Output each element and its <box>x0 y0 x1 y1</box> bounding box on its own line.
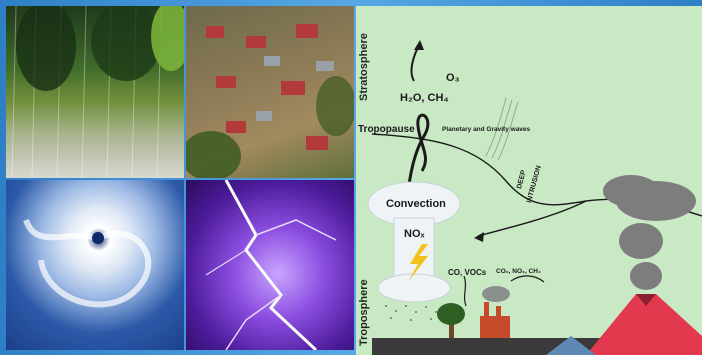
rain-dots-icon <box>385 305 437 321</box>
tree-icon <box>437 303 465 325</box>
atmosphere-diagram: Stratosphere Troposphere Tropopause O₃ H… <box>356 6 702 355</box>
deep-intrusion-arrow-icon <box>477 200 587 237</box>
lightning-photo <box>186 180 354 350</box>
ash-plume-icon <box>603 175 696 290</box>
stratosphere-label: Stratosphere <box>358 33 370 101</box>
diagram-graphics <box>367 40 702 355</box>
factory-icon <box>480 286 510 338</box>
tropopause-label: Tropopause <box>358 124 415 135</box>
volcano-icon <box>586 294 702 355</box>
flooded-houses-icon <box>186 24 354 178</box>
nox-label: NOₓ <box>404 228 425 240</box>
o3-label: O₃ <box>446 72 460 84</box>
rain-forest-photo <box>6 6 184 178</box>
co-vocs-label: CO, VOCs <box>448 268 487 277</box>
gravity-waves-icon <box>485 97 519 161</box>
co2-no2-ch4-label: CO₂, NO₂, CH₄ <box>496 268 541 275</box>
h2o-ch4-label: H₂O, CH₄ <box>400 92 449 104</box>
cyclone-icon <box>23 218 152 308</box>
rain-streaks-icon <box>11 6 184 178</box>
lightning-symbol-icon <box>408 244 428 282</box>
lightning-bolt-icon <box>205 180 337 350</box>
cyclone-satellite-photo <box>6 180 184 350</box>
troposphere-label: Troposphere <box>358 279 370 346</box>
flood-aerial-photo <box>186 6 354 178</box>
waves-label: Planetary and Gravity waves <box>442 126 531 133</box>
convection-label: Convection <box>386 198 446 210</box>
